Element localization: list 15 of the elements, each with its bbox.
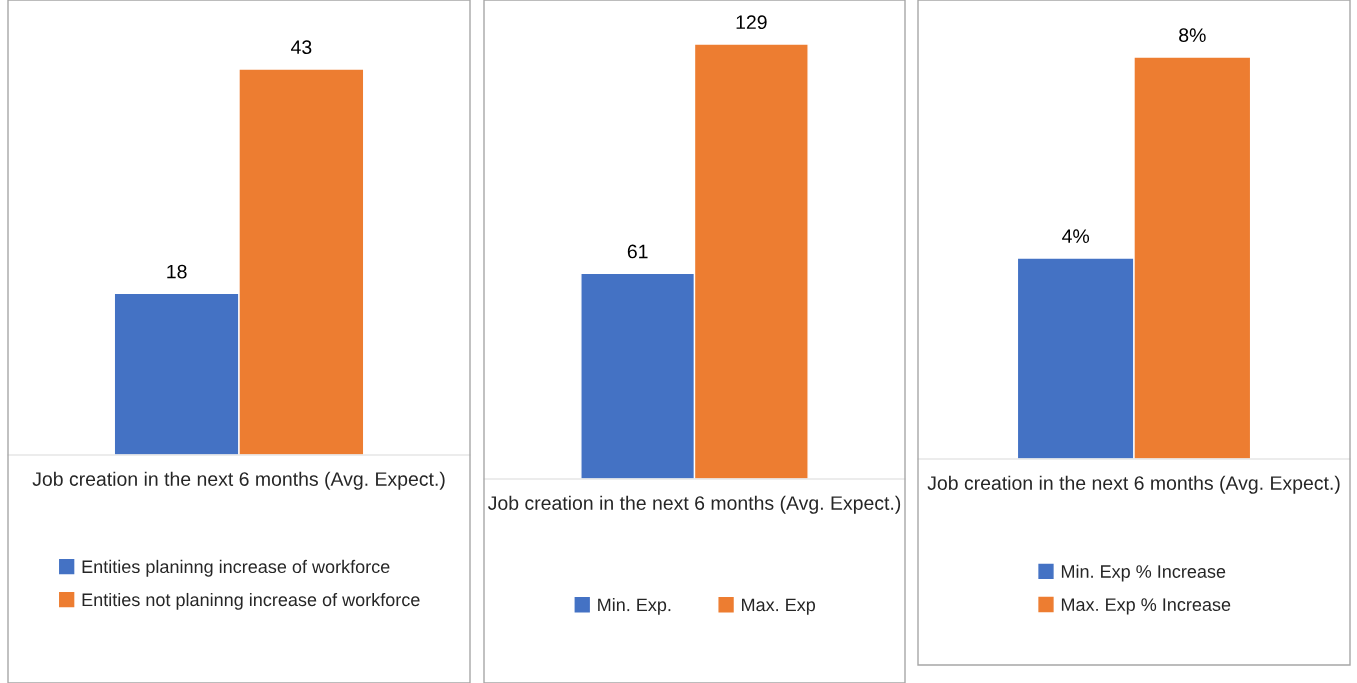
data-label: 18 (167, 264, 187, 279)
data-label: 8% (1179, 28, 1206, 43)
x-axis-title: Job creation in the next 6 months (Avg. Expect.) (488, 495, 901, 514)
data-label: 129 (736, 15, 767, 30)
x-axis-title: Job creation in the next 6 months (Avg. Expect.) (32, 471, 445, 490)
legend-label: Min. Exp. (598, 597, 671, 615)
x-axis-title: Job creation in the next 6 months (Avg. Expect.) (927, 475, 1340, 494)
legend-label: Entities not planinng increase of workforce (82, 592, 420, 610)
legend-label: Entities planinng increase of workforce (82, 559, 390, 577)
data-label: 4% (1062, 229, 1090, 243)
legend-label: Min. Exp % Increase (1061, 564, 1226, 582)
data-label: 43 (291, 40, 312, 55)
legend-label: Max. Exp (742, 598, 816, 615)
data-label: 61 (627, 244, 648, 259)
legend-label: Max. Exp % Increase (1061, 598, 1231, 615)
